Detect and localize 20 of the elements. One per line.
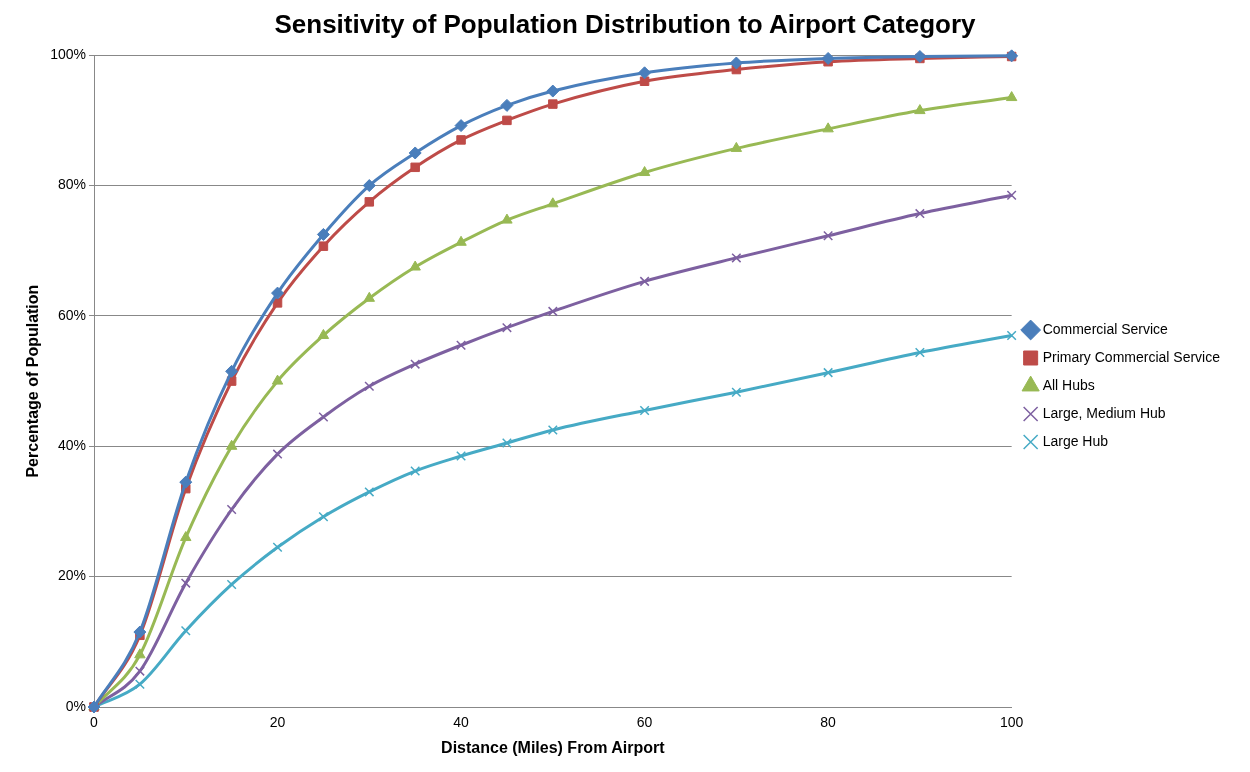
y-tick-label: 0%	[65, 697, 87, 714]
y-tick-label: 100%	[50, 46, 87, 63]
legend-label: Primary Commercial Service	[1042, 348, 1221, 365]
legend-label: Commercial Service	[1042, 320, 1169, 337]
y-tick-label: 80%	[57, 176, 87, 193]
x-tick-label: 20	[269, 714, 286, 731]
legend-label: Large, Medium Hub	[1042, 404, 1166, 421]
x-axis-title: Distance (Miles) From Airport	[441, 738, 666, 756]
legend-label: All Hubs	[1042, 376, 1095, 393]
x-tick-label: 40	[453, 714, 470, 731]
x-tick-label: 80	[820, 714, 837, 731]
chart-title: Sensitivity of Population Distribution to Airport Category	[274, 8, 977, 39]
y-tick-label: 60%	[57, 306, 87, 323]
y-tick-label: 20%	[57, 567, 87, 584]
y-tick-label: 40%	[57, 437, 87, 454]
legend-label: Large Hub	[1042, 432, 1109, 449]
x-tick-label: 60	[636, 714, 653, 731]
x-tick-label: 100	[999, 714, 1024, 731]
x-tick-label: 0	[90, 714, 99, 731]
y-axis-title: Percentage of Population	[24, 284, 42, 478]
